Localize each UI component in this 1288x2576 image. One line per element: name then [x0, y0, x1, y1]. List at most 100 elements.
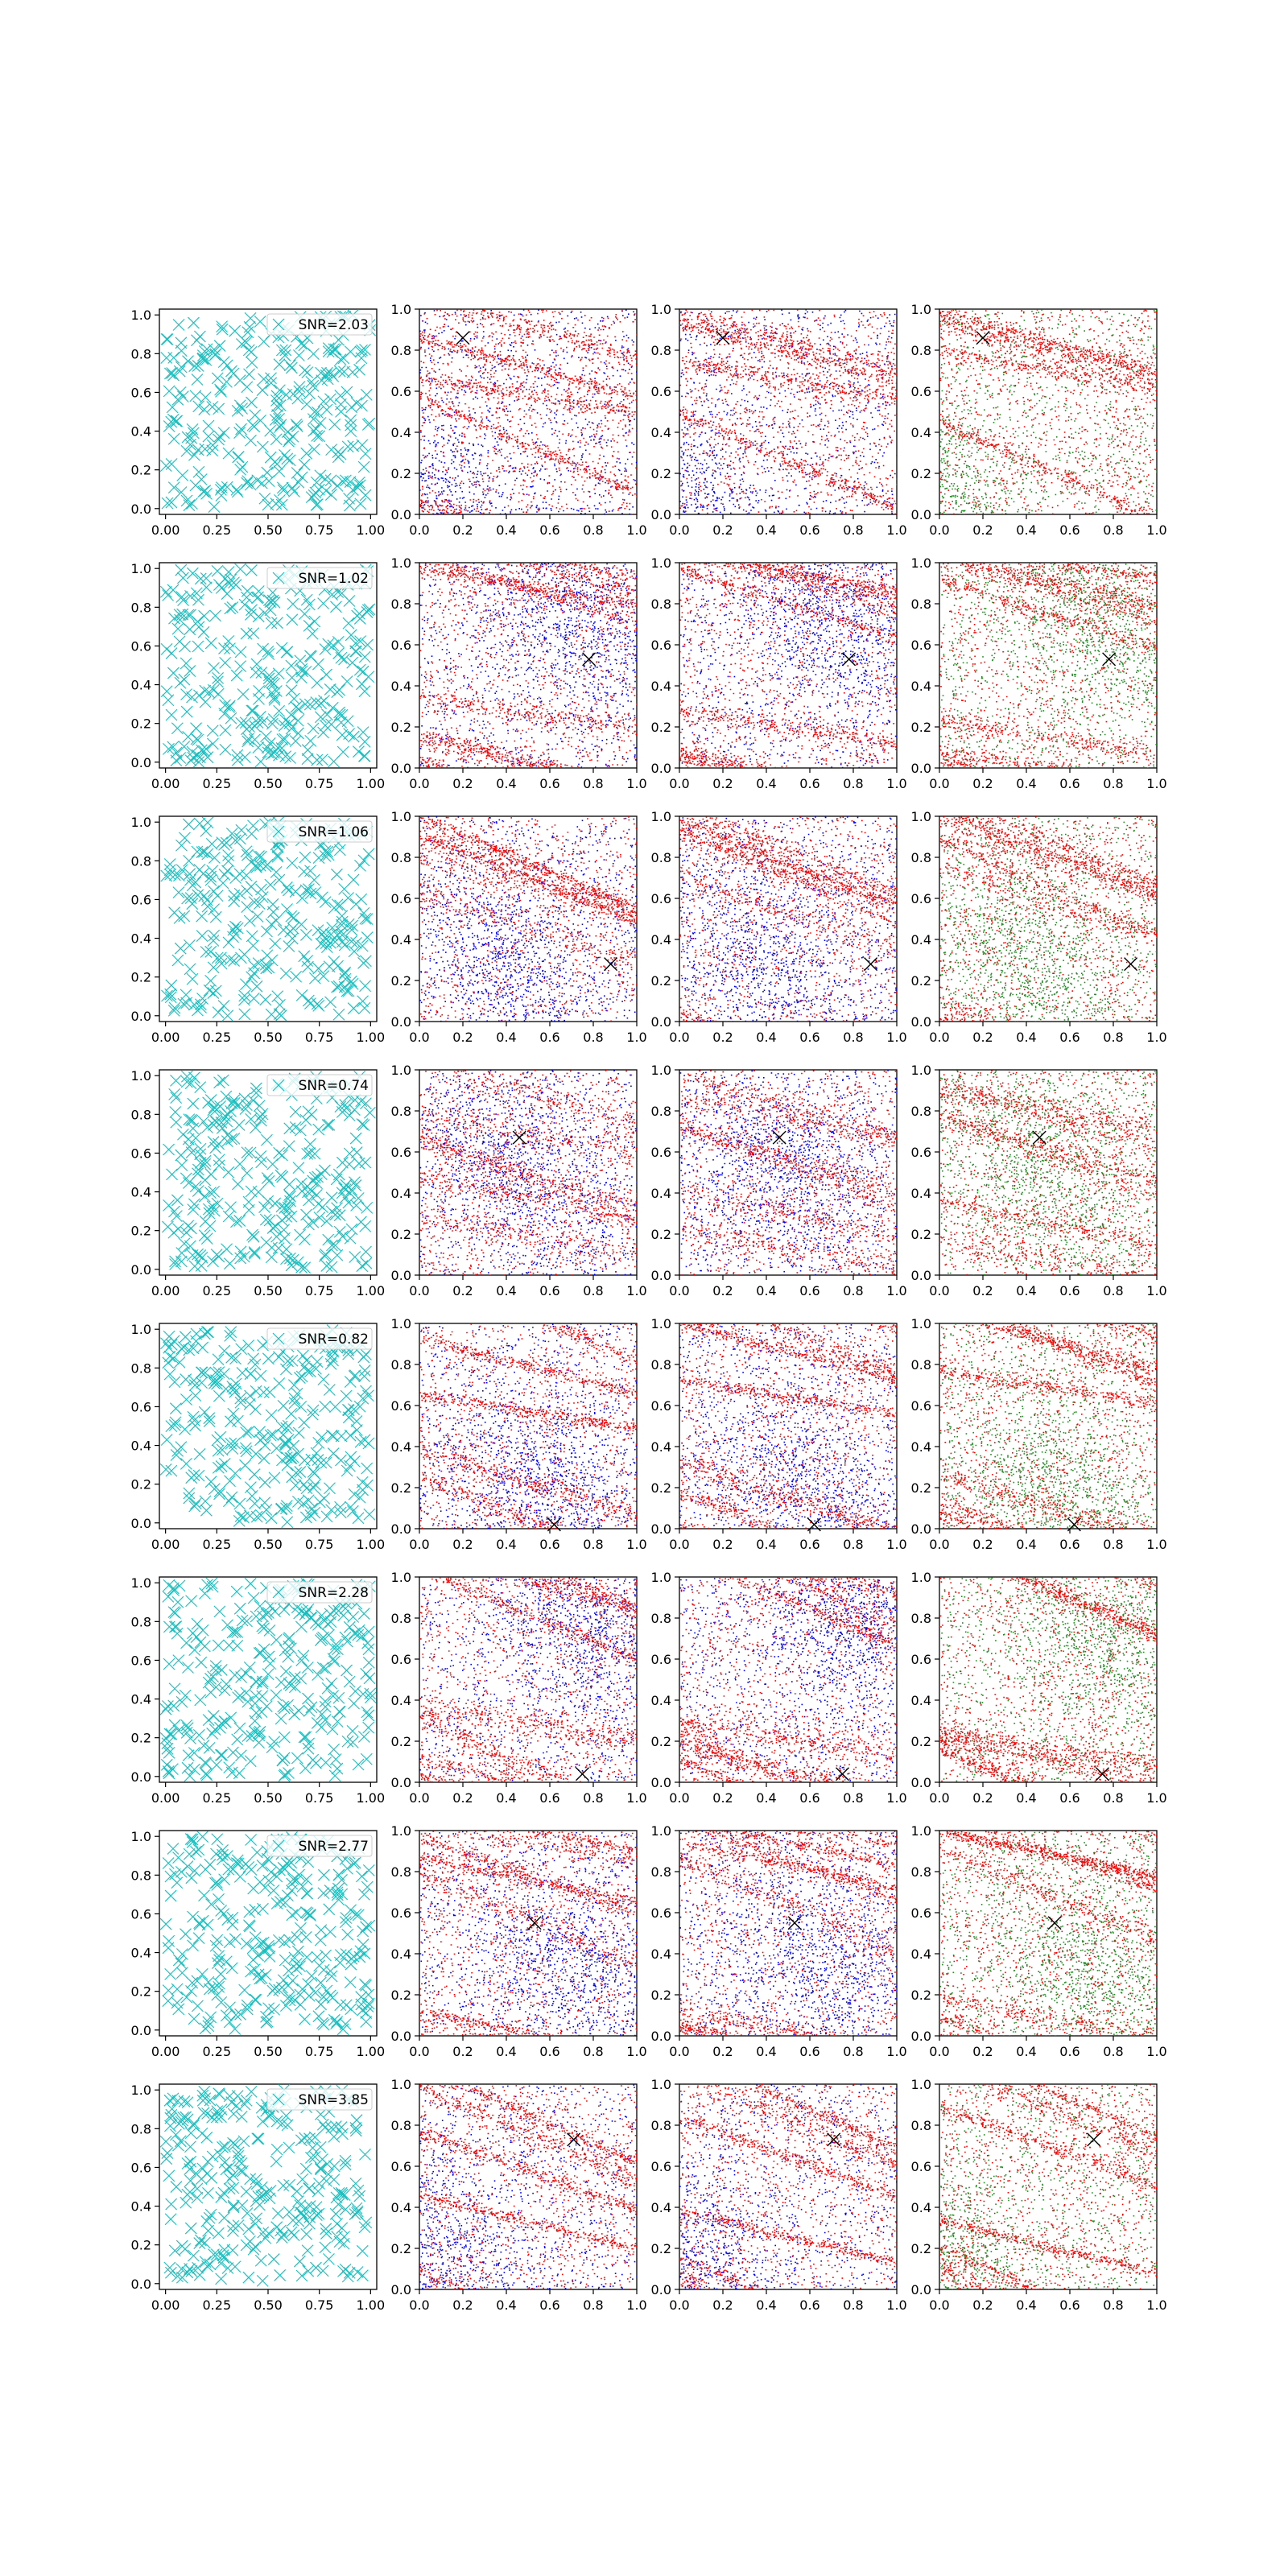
cross-marker [260, 994, 271, 1005]
cross-marker [205, 975, 217, 986]
signal-points [679, 563, 898, 770]
x-tick-label: 0.50 [254, 1537, 283, 1552]
cross-marker [222, 1914, 233, 1926]
cross-marker [284, 2179, 295, 2190]
cross-marker [257, 1611, 268, 1622]
y-tick-label: 1.0 [391, 555, 411, 571]
cross-marker [202, 1919, 213, 1930]
cross-marker [245, 435, 256, 446]
cross-marker [189, 1261, 200, 1272]
target-marker [456, 332, 469, 345]
cross-marker [161, 2153, 172, 2165]
cross-marker [326, 1430, 337, 1441]
cross-marker [207, 2151, 218, 2162]
y-tick-label: 1.0 [911, 1823, 931, 1839]
cross-marker [188, 2013, 200, 2025]
cross-marker [163, 386, 175, 397]
density-scatter-panel: 0.0 0.2 0.4 0.6 0.8 1.00.00.20.40.60.81.0 [391, 809, 647, 1045]
cross-marker [163, 1621, 175, 1633]
cross-marker [192, 1186, 204, 1197]
cross-marker [171, 723, 183, 734]
cross-scatter-panel: 0.00 0.25 0.50 0.75 1.000.00.20.40.60.81.0SN… [131, 1322, 386, 1552]
cross-marker [250, 1994, 262, 2005]
cross-marker [359, 1979, 370, 1990]
cross-marker [167, 2093, 179, 2104]
cross-marker [302, 1662, 313, 1674]
noise-points [940, 1070, 1158, 1276]
cross-marker [229, 2024, 241, 2035]
cross-marker [310, 1479, 321, 1490]
signal-points [679, 309, 898, 515]
cross-points [162, 1071, 375, 1273]
cross-marker [299, 1732, 310, 1743]
x-tick-label: 1.0 [886, 1283, 906, 1298]
cross-marker [357, 2245, 368, 2256]
target-marker [576, 1768, 589, 1781]
cross-marker [190, 2168, 201, 2179]
y-tick-label: 0.2 [911, 1734, 931, 1749]
x-tick-label: 0.2 [712, 1283, 733, 1298]
y-tick-label: 0.4 [391, 1693, 411, 1708]
cross-marker [316, 1431, 328, 1443]
cross-marker [303, 599, 315, 610]
cross-marker [217, 1075, 229, 1086]
cross-marker [210, 985, 221, 997]
cross-marker [222, 2263, 233, 2274]
cross-marker [160, 1918, 171, 1930]
cross-marker [165, 2214, 176, 2225]
cross-marker [303, 620, 315, 631]
x-tick-label: 1.0 [886, 2297, 906, 2313]
cross-marker [185, 2223, 196, 2234]
cross-marker [304, 1138, 316, 1150]
x-tick-label: 0.2 [452, 1283, 473, 1298]
noise-points [420, 1831, 638, 2037]
cross-marker [235, 661, 246, 672]
cross-marker [193, 1729, 204, 1740]
cross-marker [254, 1737, 265, 1748]
cross-marker [342, 1929, 353, 1940]
y-tick-label: 1.0 [391, 809, 411, 824]
cross-marker [363, 1438, 374, 1449]
cross-marker [357, 996, 369, 1007]
cross-marker [320, 897, 331, 908]
x-tick-label: 0.75 [305, 2044, 334, 2059]
cross-marker [326, 1505, 337, 1516]
cross-marker [166, 2198, 177, 2210]
x-tick-label: 0.4 [756, 1537, 776, 1552]
x-tick-label: 0.6 [539, 1790, 559, 1806]
cross-marker [216, 1905, 227, 1916]
cross-marker [323, 1234, 334, 1245]
cross-marker [325, 489, 336, 501]
x-tick-label: 0.0 [669, 2297, 689, 2313]
cross-marker [281, 1211, 292, 1222]
y-tick-label: 0.8 [131, 346, 151, 361]
x-tick-label: 0.8 [843, 522, 863, 538]
density-scatter-panel: 0.0 0.2 0.4 0.6 0.8 1.00.00.20.40.60.81.0 [391, 302, 647, 538]
y-tick-label: 0.6 [651, 1145, 671, 1160]
cross-marker [198, 486, 209, 497]
cross-marker [187, 568, 198, 579]
cross-marker [171, 1117, 182, 1128]
cross-marker [175, 1958, 187, 1969]
cross-marker [298, 1650, 309, 1662]
cross-marker [171, 755, 182, 766]
cross-marker [209, 1724, 221, 1736]
cross-marker [308, 349, 319, 360]
noise-points [419, 563, 638, 769]
y-tick-label: 0.6 [391, 638, 411, 653]
cross-marker [348, 1003, 359, 1014]
cross-marker [332, 481, 343, 492]
cross-marker [321, 404, 332, 415]
cross-marker [194, 1448, 205, 1459]
cross-marker [196, 910, 208, 922]
cross-marker [291, 701, 302, 712]
cross-marker [236, 423, 247, 435]
cross-marker [175, 2136, 186, 2147]
cross-marker [242, 327, 254, 338]
x-tick-label: 0.6 [1059, 1030, 1080, 1045]
density-scatter-panel: 0.0 0.2 0.4 0.6 0.8 1.00.00.20.40.60.81.0 [391, 2077, 647, 2313]
cross-marker [287, 857, 298, 869]
legend-label: SNR=2.77 [299, 1839, 369, 1855]
y-tick-label: 0.8 [651, 1357, 671, 1373]
x-tick-label: 0.6 [799, 1283, 819, 1298]
